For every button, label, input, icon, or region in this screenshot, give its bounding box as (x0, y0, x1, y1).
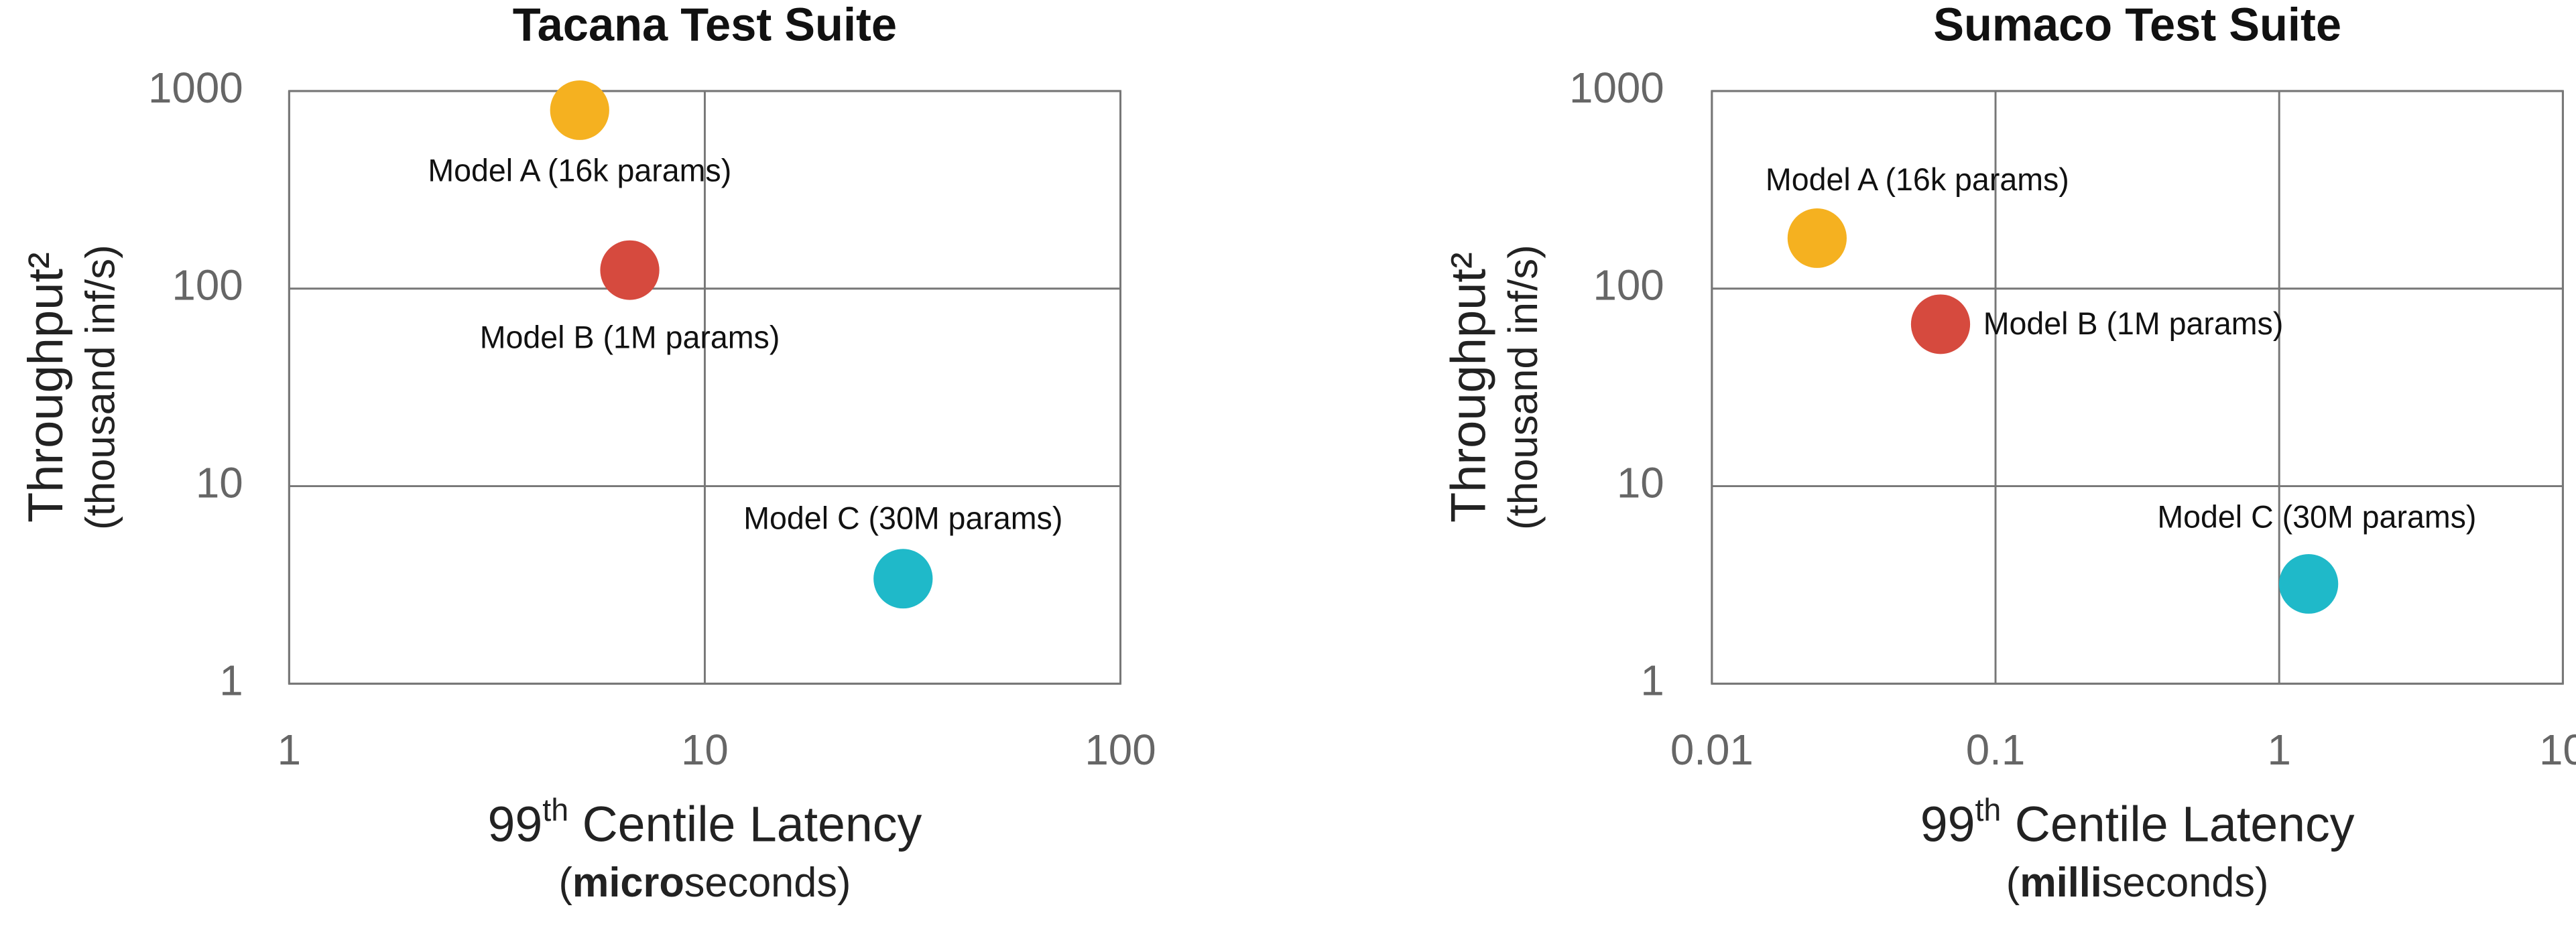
x-axis-unit-prefix: ( (558, 860, 572, 906)
y-tick-label: 100 (172, 261, 243, 309)
x-axis-label-sup: th (542, 793, 568, 827)
x-tick-label: 1 (278, 726, 301, 774)
y-axis-label: Throughput² (1440, 252, 1496, 523)
chart: Sumaco Test Suite 0.01 0.1 1 10 1 10 100 1000 99t… (1440, 0, 2576, 906)
y-tick-label: 1 (219, 656, 243, 704)
point (873, 549, 933, 609)
chart: Tacana Test Suite 1 10 100 1 10 100 1000 99th Ce… (17, 0, 1156, 906)
x-axis-label: 99th Centile Latency (488, 793, 922, 852)
point-label: Model A (16k params) (1766, 162, 2069, 197)
point-label: Model C (30M params) (2157, 499, 2476, 534)
x-tick-label: 10 (2539, 726, 2576, 774)
x-axis-unit-suffix: seconds) (684, 860, 851, 906)
y-tick-label: 10 (196, 458, 243, 507)
x-axis-unit: (microseconds) (558, 860, 851, 906)
y-tick-label: 100 (1593, 261, 1664, 309)
y-axis-unit: (thousand inf/s) (1500, 245, 1546, 530)
point (550, 80, 609, 140)
x-tick-label: 0.01 (1670, 726, 1754, 774)
point (600, 240, 660, 300)
chart-title: Tacana Test Suite (513, 0, 897, 50)
x-axis-label-sup: th (1975, 793, 2001, 827)
x-tick-label: 10 (681, 726, 729, 774)
x-axis-unit-bold: micro (572, 860, 684, 906)
x-tick-label: 0.1 (1966, 726, 2026, 774)
point-label: Model B (1M params) (1983, 306, 2284, 341)
x-axis-label: 99th Centile Latency (1920, 793, 2355, 852)
y-tick-label: 10 (1617, 458, 1664, 507)
x-axis-unit-prefix: ( (2006, 860, 2020, 906)
point-label: Model B (1M params) (480, 320, 780, 354)
x-tick-label: 1 (2267, 726, 2290, 774)
point (1787, 208, 1847, 268)
point-label: Model C (30M params) (743, 501, 1062, 535)
point (1910, 294, 1971, 354)
y-tick-label: 1000 (148, 64, 243, 112)
y-tick-label: 1 (1640, 656, 1664, 704)
x-tick-label: 100 (1085, 726, 1156, 774)
point-label: Model A (16k params) (428, 153, 731, 188)
x-axis-unit-suffix: seconds) (2102, 860, 2269, 906)
x-axis-label-number: 99 (1920, 796, 1975, 852)
y-axis-label: Throughput² (17, 252, 73, 523)
y-tick-label: 1000 (1569, 64, 1664, 112)
x-axis-label-rest: Centile Latency (568, 796, 922, 852)
x-axis-unit-bold: milli (2020, 860, 2102, 906)
x-axis-label-number: 99 (488, 796, 543, 852)
x-axis-label-rest: Centile Latency (2001, 796, 2354, 852)
x-axis-unit: (milliseconds) (2006, 860, 2269, 906)
chart-title: Sumaco Test Suite (1933, 0, 2341, 50)
point (2279, 553, 2339, 614)
y-axis-unit: (thousand inf/s) (78, 245, 124, 530)
